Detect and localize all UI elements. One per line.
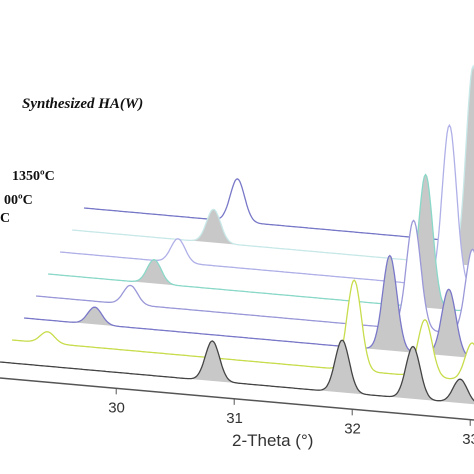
trace-fill-2 — [24, 255, 474, 359]
trace-fill-4 — [48, 174, 474, 312]
x-tick-label-0: 30 — [108, 399, 125, 416]
waterfall-traces — [0, 64, 474, 405]
trace-line-7 — [83, 164, 474, 242]
x-tick-label-1: 31 — [226, 410, 243, 427]
x-tick-label-3: 33 — [462, 431, 474, 448]
trace-fill-7 — [84, 174, 474, 243]
series-label-1: 00ºC — [4, 193, 33, 208]
trace-line-6 — [71, 64, 474, 264]
series-label-0: 1350ºC — [12, 169, 55, 184]
x-axis-title: 2-Theta (°) — [232, 431, 313, 450]
trace-fill-1 — [12, 280, 474, 382]
chart-title: Synthesized HA(W) — [22, 96, 143, 112]
trace-line-2 — [23, 254, 474, 359]
x-axis-ticks: 30 31 32 33 — [108, 388, 474, 448]
trace-line-1 — [11, 279, 474, 380]
trace-fill-0 — [0, 340, 474, 405]
x-axis-line — [0, 377, 474, 421]
trace-line-5 — [59, 123, 474, 290]
x-tick-label-2: 32 — [344, 420, 361, 437]
trace-line-3 — [35, 219, 474, 334]
series-label-2: C — [0, 211, 10, 226]
trace-line-0 — [0, 339, 474, 402]
